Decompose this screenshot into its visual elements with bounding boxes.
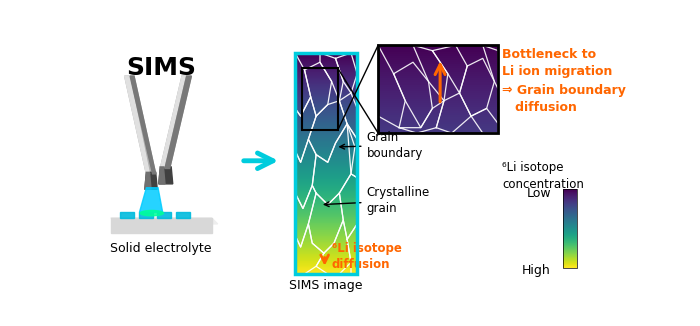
Polygon shape <box>125 76 150 174</box>
Text: Solid electrolyte: Solid electrolyte <box>110 242 211 255</box>
Polygon shape <box>130 76 155 174</box>
Polygon shape <box>159 167 165 184</box>
Text: ⁶Li isotope
diffusion: ⁶Li isotope diffusion <box>332 242 402 271</box>
Bar <box>378 45 498 133</box>
Polygon shape <box>145 172 158 189</box>
Bar <box>302 68 338 130</box>
Text: ⁶Li isotope
concentration: ⁶Li isotope concentration <box>502 161 584 191</box>
Polygon shape <box>120 212 134 218</box>
Text: ⇒ Grain boundary
   diffusion: ⇒ Grain boundary diffusion <box>502 84 626 114</box>
Polygon shape <box>111 218 211 233</box>
Polygon shape <box>125 76 155 174</box>
Polygon shape <box>165 76 191 169</box>
Polygon shape <box>160 76 185 169</box>
Bar <box>295 53 357 274</box>
Polygon shape <box>160 76 191 169</box>
Polygon shape <box>158 212 172 218</box>
Polygon shape <box>176 212 190 218</box>
Polygon shape <box>159 167 173 184</box>
Text: Crystalline
grain: Crystalline grain <box>324 186 430 215</box>
Polygon shape <box>145 172 151 189</box>
Text: SIMS image: SIMS image <box>290 279 363 292</box>
Text: High: High <box>522 264 551 277</box>
Polygon shape <box>139 188 162 212</box>
Polygon shape <box>139 212 153 218</box>
Bar <box>564 189 577 268</box>
Text: Low: Low <box>526 187 551 200</box>
Text: SIMS: SIMS <box>126 56 196 80</box>
Polygon shape <box>111 218 218 224</box>
Ellipse shape <box>140 211 163 216</box>
Text: Bottleneck to
Li ion migration: Bottleneck to Li ion migration <box>502 48 612 78</box>
Text: Grain
boundary: Grain boundary <box>340 131 423 160</box>
